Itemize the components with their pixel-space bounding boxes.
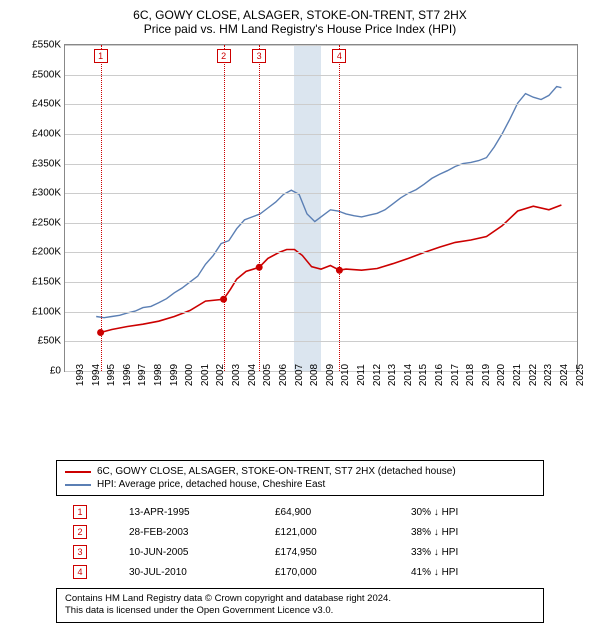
gridline — [65, 104, 577, 105]
x-tick-label: 2025 — [565, 364, 586, 386]
event-line — [259, 45, 260, 371]
series-property — [101, 205, 562, 333]
sale-delta: 33% ↓ HPI — [403, 542, 535, 562]
legend-label: 6C, GOWY CLOSE, ALSAGER, STOKE-ON-TRENT,… — [97, 466, 456, 477]
y-tick-label: £550K — [32, 40, 61, 51]
event-line — [224, 45, 225, 371]
sale-date: 28-FEB-2003 — [121, 522, 267, 542]
legend-swatch — [65, 484, 91, 486]
sale-price: £170,000 — [267, 562, 403, 582]
table-row: 3 10-JUN-2005£174,95033% ↓ HPI — [65, 542, 535, 562]
chart: £0 £50K £100K £150K £200K £250K £300K £350K £400… — [20, 40, 580, 420]
table-row: 4 30-JUL-2010£170,00041% ↓ HPI — [65, 562, 535, 582]
event-marker: 3 — [252, 49, 266, 63]
y-tick-label: £150K — [32, 277, 61, 288]
table-row: 2 28-FEB-2003£121,00038% ↓ HPI — [65, 522, 535, 542]
gridline — [65, 282, 577, 283]
event-marker: 2 — [217, 49, 231, 63]
event-line — [101, 45, 102, 371]
legend-item: 6C, GOWY CLOSE, ALSAGER, STOKE-ON-TRENT,… — [65, 465, 535, 478]
sale-price: £121,000 — [267, 522, 403, 542]
sale-delta: 30% ↓ HPI — [403, 502, 535, 522]
gridline — [65, 341, 577, 342]
sale-index: 2 — [73, 525, 87, 539]
event-marker: 1 — [94, 49, 108, 63]
y-tick-label: £250K — [32, 217, 61, 228]
y-tick-label: £200K — [32, 247, 61, 258]
sale-index: 3 — [73, 545, 87, 559]
gridline — [65, 164, 577, 165]
plot-area: £0£50K£100K£150K£200K£250K£300K£350K£400… — [64, 44, 578, 372]
gridline — [65, 223, 577, 224]
footer: Contains HM Land Registry data © Crown c… — [56, 588, 544, 623]
y-tick-label: £0 — [50, 366, 61, 377]
y-tick-label: £300K — [32, 188, 61, 199]
sale-date: 10-JUN-2005 — [121, 542, 267, 562]
page-title: 6C, GOWY CLOSE, ALSAGER, STOKE-ON-TRENT,… — [8, 8, 592, 22]
y-tick-label: £400K — [32, 128, 61, 139]
sale-date: 30-JUL-2010 — [121, 562, 267, 582]
sales-table: 1 13-APR-1995£64,90030% ↓ HPI 2 28-FEB-2003… — [65, 502, 535, 582]
sale-price: £64,900 — [267, 502, 403, 522]
gridline — [65, 45, 577, 46]
table-row: 1 13-APR-1995£64,90030% ↓ HPI — [65, 502, 535, 522]
gridline — [65, 75, 577, 76]
y-tick-label: £450K — [32, 99, 61, 110]
chart-lines — [65, 45, 577, 371]
gridline — [65, 134, 577, 135]
sale-delta: 41% ↓ HPI — [403, 562, 535, 582]
legend-label: HPI: Average price, detached house, Ches… — [97, 479, 325, 490]
legend: 6C, GOWY CLOSE, ALSAGER, STOKE-ON-TRENT,… — [56, 460, 544, 496]
y-tick-label: £50K — [38, 336, 61, 347]
y-tick-label: £350K — [32, 158, 61, 169]
y-tick-label: £100K — [32, 306, 61, 317]
sale-index: 1 — [73, 505, 87, 519]
sale-price: £174,950 — [267, 542, 403, 562]
sale-date: 13-APR-1995 — [121, 502, 267, 522]
event-marker: 4 — [332, 49, 346, 63]
sale-delta: 38% ↓ HPI — [403, 522, 535, 542]
legend-swatch — [65, 471, 91, 473]
y-tick-label: £500K — [32, 69, 61, 80]
footer-line1: Contains HM Land Registry data © Crown c… — [65, 593, 535, 605]
footer-line2: This data is licensed under the Open Gov… — [65, 605, 535, 617]
gridline — [65, 193, 577, 194]
page-subtitle: Price paid vs. HM Land Registry's House … — [8, 22, 592, 36]
event-line — [339, 45, 340, 371]
gridline — [65, 252, 577, 253]
sale-index: 4 — [73, 565, 87, 579]
gridline — [65, 312, 577, 313]
legend-item: HPI: Average price, detached house, Ches… — [65, 478, 535, 491]
